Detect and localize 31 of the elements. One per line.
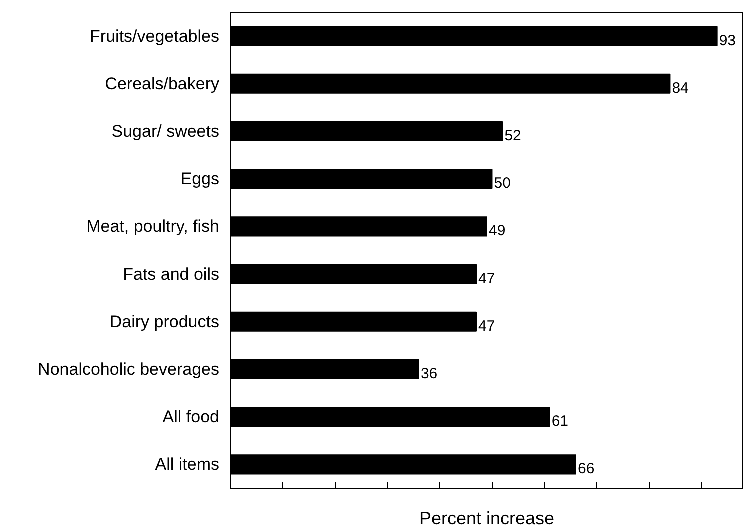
bar (230, 74, 671, 94)
bar (230, 407, 550, 428)
data-label: 84 (672, 80, 689, 97)
bar (230, 454, 576, 475)
y-tick-label: Sugar/ sweets (112, 122, 220, 141)
data-label: 36 (420, 366, 438, 382)
y-tick-label: Fats and oils (123, 264, 220, 284)
bar (230, 264, 478, 284)
y-tick-label: Eggs (180, 170, 220, 189)
y-tick-label: All food (162, 408, 220, 427)
bar (230, 216, 488, 237)
data-label: 66 (578, 460, 595, 478)
bar (230, 26, 718, 46)
data-label: 61 (552, 413, 569, 430)
data-label: 47 (478, 318, 496, 335)
data-label: 50 (494, 175, 511, 192)
y-tick-label: Meat, poultry, fish (86, 217, 220, 236)
y-tick-label: Nonalcoholic beverages (38, 360, 220, 379)
data-label: 93 (719, 32, 736, 50)
data-label: 49 (489, 222, 506, 240)
data-label: 47 (478, 270, 496, 288)
bar (230, 359, 420, 380)
bar (230, 312, 478, 332)
y-tick-label: All items (155, 455, 220, 474)
y-tick-label: Dairy products (110, 312, 220, 332)
x-axis-title: Percent increase (419, 508, 555, 528)
y-tick-label: Cereals/bakery (105, 74, 220, 94)
data-label: 52 (504, 128, 522, 144)
y-tick-label: Fruits/vegetables (90, 26, 220, 46)
bar (230, 169, 493, 190)
bar (230, 121, 504, 142)
